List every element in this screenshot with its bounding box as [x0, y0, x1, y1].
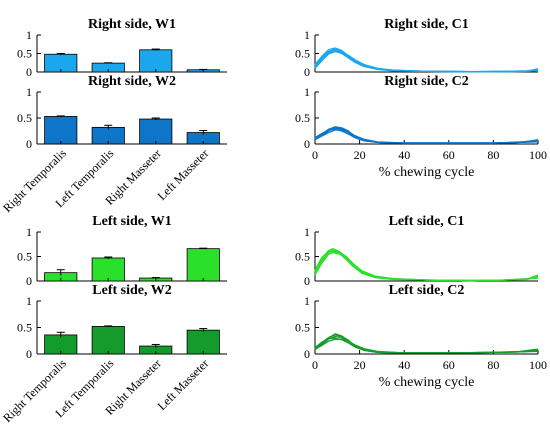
chart-panel-6: Right side, C2 0 0.5 1 0 20 40 60 80 100 % chewing… [295, 74, 547, 180]
y-tick-label: 0.5 [295, 250, 310, 264]
y-tick-label: 0 [304, 274, 310, 288]
y-tick-label: 0.5 [295, 321, 310, 335]
bar [139, 49, 173, 73]
series-group [314, 47, 539, 73]
chart-title: Left side, C2 [389, 283, 465, 298]
x-axis-label: % chewing cycle [379, 375, 475, 390]
y-tick-label: 0 [26, 347, 32, 361]
y-tick-label: 1 [26, 28, 32, 42]
bar [44, 116, 78, 145]
y-tick-label: 1 [304, 294, 310, 308]
bar [91, 326, 125, 355]
y-tick-label: 0.5 [17, 47, 32, 61]
y-tick-label: 1 [304, 225, 310, 239]
x-tick-label: 0 [312, 358, 318, 372]
y-tick-label: 0 [304, 137, 310, 151]
series-group [314, 333, 539, 354]
chart-title: Right side, C2 [384, 74, 468, 89]
y-tick-label: 0 [26, 65, 32, 79]
x-tick-label: 20 [354, 358, 366, 372]
y-tick-label: 0.5 [17, 321, 32, 335]
x-tick-label: 100 [529, 358, 547, 372]
chart-title: Left side, C1 [389, 214, 465, 229]
chart-title: Right side, C1 [384, 17, 468, 32]
chart-title: Left side, W2 [92, 283, 171, 298]
bar-group [44, 48, 220, 73]
series-line [314, 250, 539, 282]
chart-title: Right side, W2 [88, 74, 176, 89]
x-tick-label: 40 [398, 148, 410, 162]
y-tick-label: 0.5 [17, 250, 32, 264]
y-tick-label: 0 [304, 347, 310, 361]
series-line [314, 334, 539, 354]
x-tick-label: 40 [398, 358, 410, 372]
x-tick-label: 80 [487, 358, 499, 372]
y-tick-label: 0 [304, 65, 310, 79]
chart-panel-8: Left side, C2 0 0.5 1 0 20 40 60 80 100 % chewing … [295, 283, 547, 390]
y-tick-label: 0.5 [17, 111, 32, 125]
bar [186, 248, 220, 282]
y-tick-label: 1 [304, 28, 310, 42]
y-tick-label: 0.5 [295, 47, 310, 61]
x-tick-label: 80 [487, 148, 499, 162]
chart-title: Left side, W1 [92, 214, 171, 229]
bar [186, 329, 220, 355]
x-tick-label: 20 [354, 148, 366, 162]
chart-panel-1: Right side, W1 0 0.5 1 [17, 17, 227, 79]
series-group [314, 126, 539, 144]
y-tick-label: 1 [304, 85, 310, 99]
y-tick-label: 0 [26, 137, 32, 151]
bar-group [44, 247, 220, 282]
chart-panel-7: Left side, C1 0 0.5 1 [295, 214, 539, 288]
y-tick-label: 0.5 [295, 111, 310, 125]
chart-panel-5: Right side, C1 0 0.5 1 [295, 17, 539, 79]
series-line [314, 126, 539, 144]
x-tick-label: 0 [312, 148, 318, 162]
y-tick-label: 0 [26, 274, 32, 288]
series-line [314, 50, 539, 73]
y-tick-label: 1 [26, 85, 32, 99]
chart-panel-3: Left side, W1 0 0.5 1 [17, 214, 227, 288]
x-tick-label: 100 [529, 148, 547, 162]
x-tick-label: 60 [443, 358, 455, 372]
bar-group [44, 325, 220, 355]
bar-group [44, 115, 220, 145]
x-axis-label: % chewing cycle [379, 165, 475, 180]
x-tick-label: 60 [443, 148, 455, 162]
bar [139, 118, 173, 145]
y-tick-label: 1 [26, 225, 32, 239]
chart-title: Right side, W1 [88, 17, 176, 32]
bar [91, 257, 125, 282]
series-group [314, 248, 539, 282]
y-tick-label: 1 [26, 294, 32, 308]
